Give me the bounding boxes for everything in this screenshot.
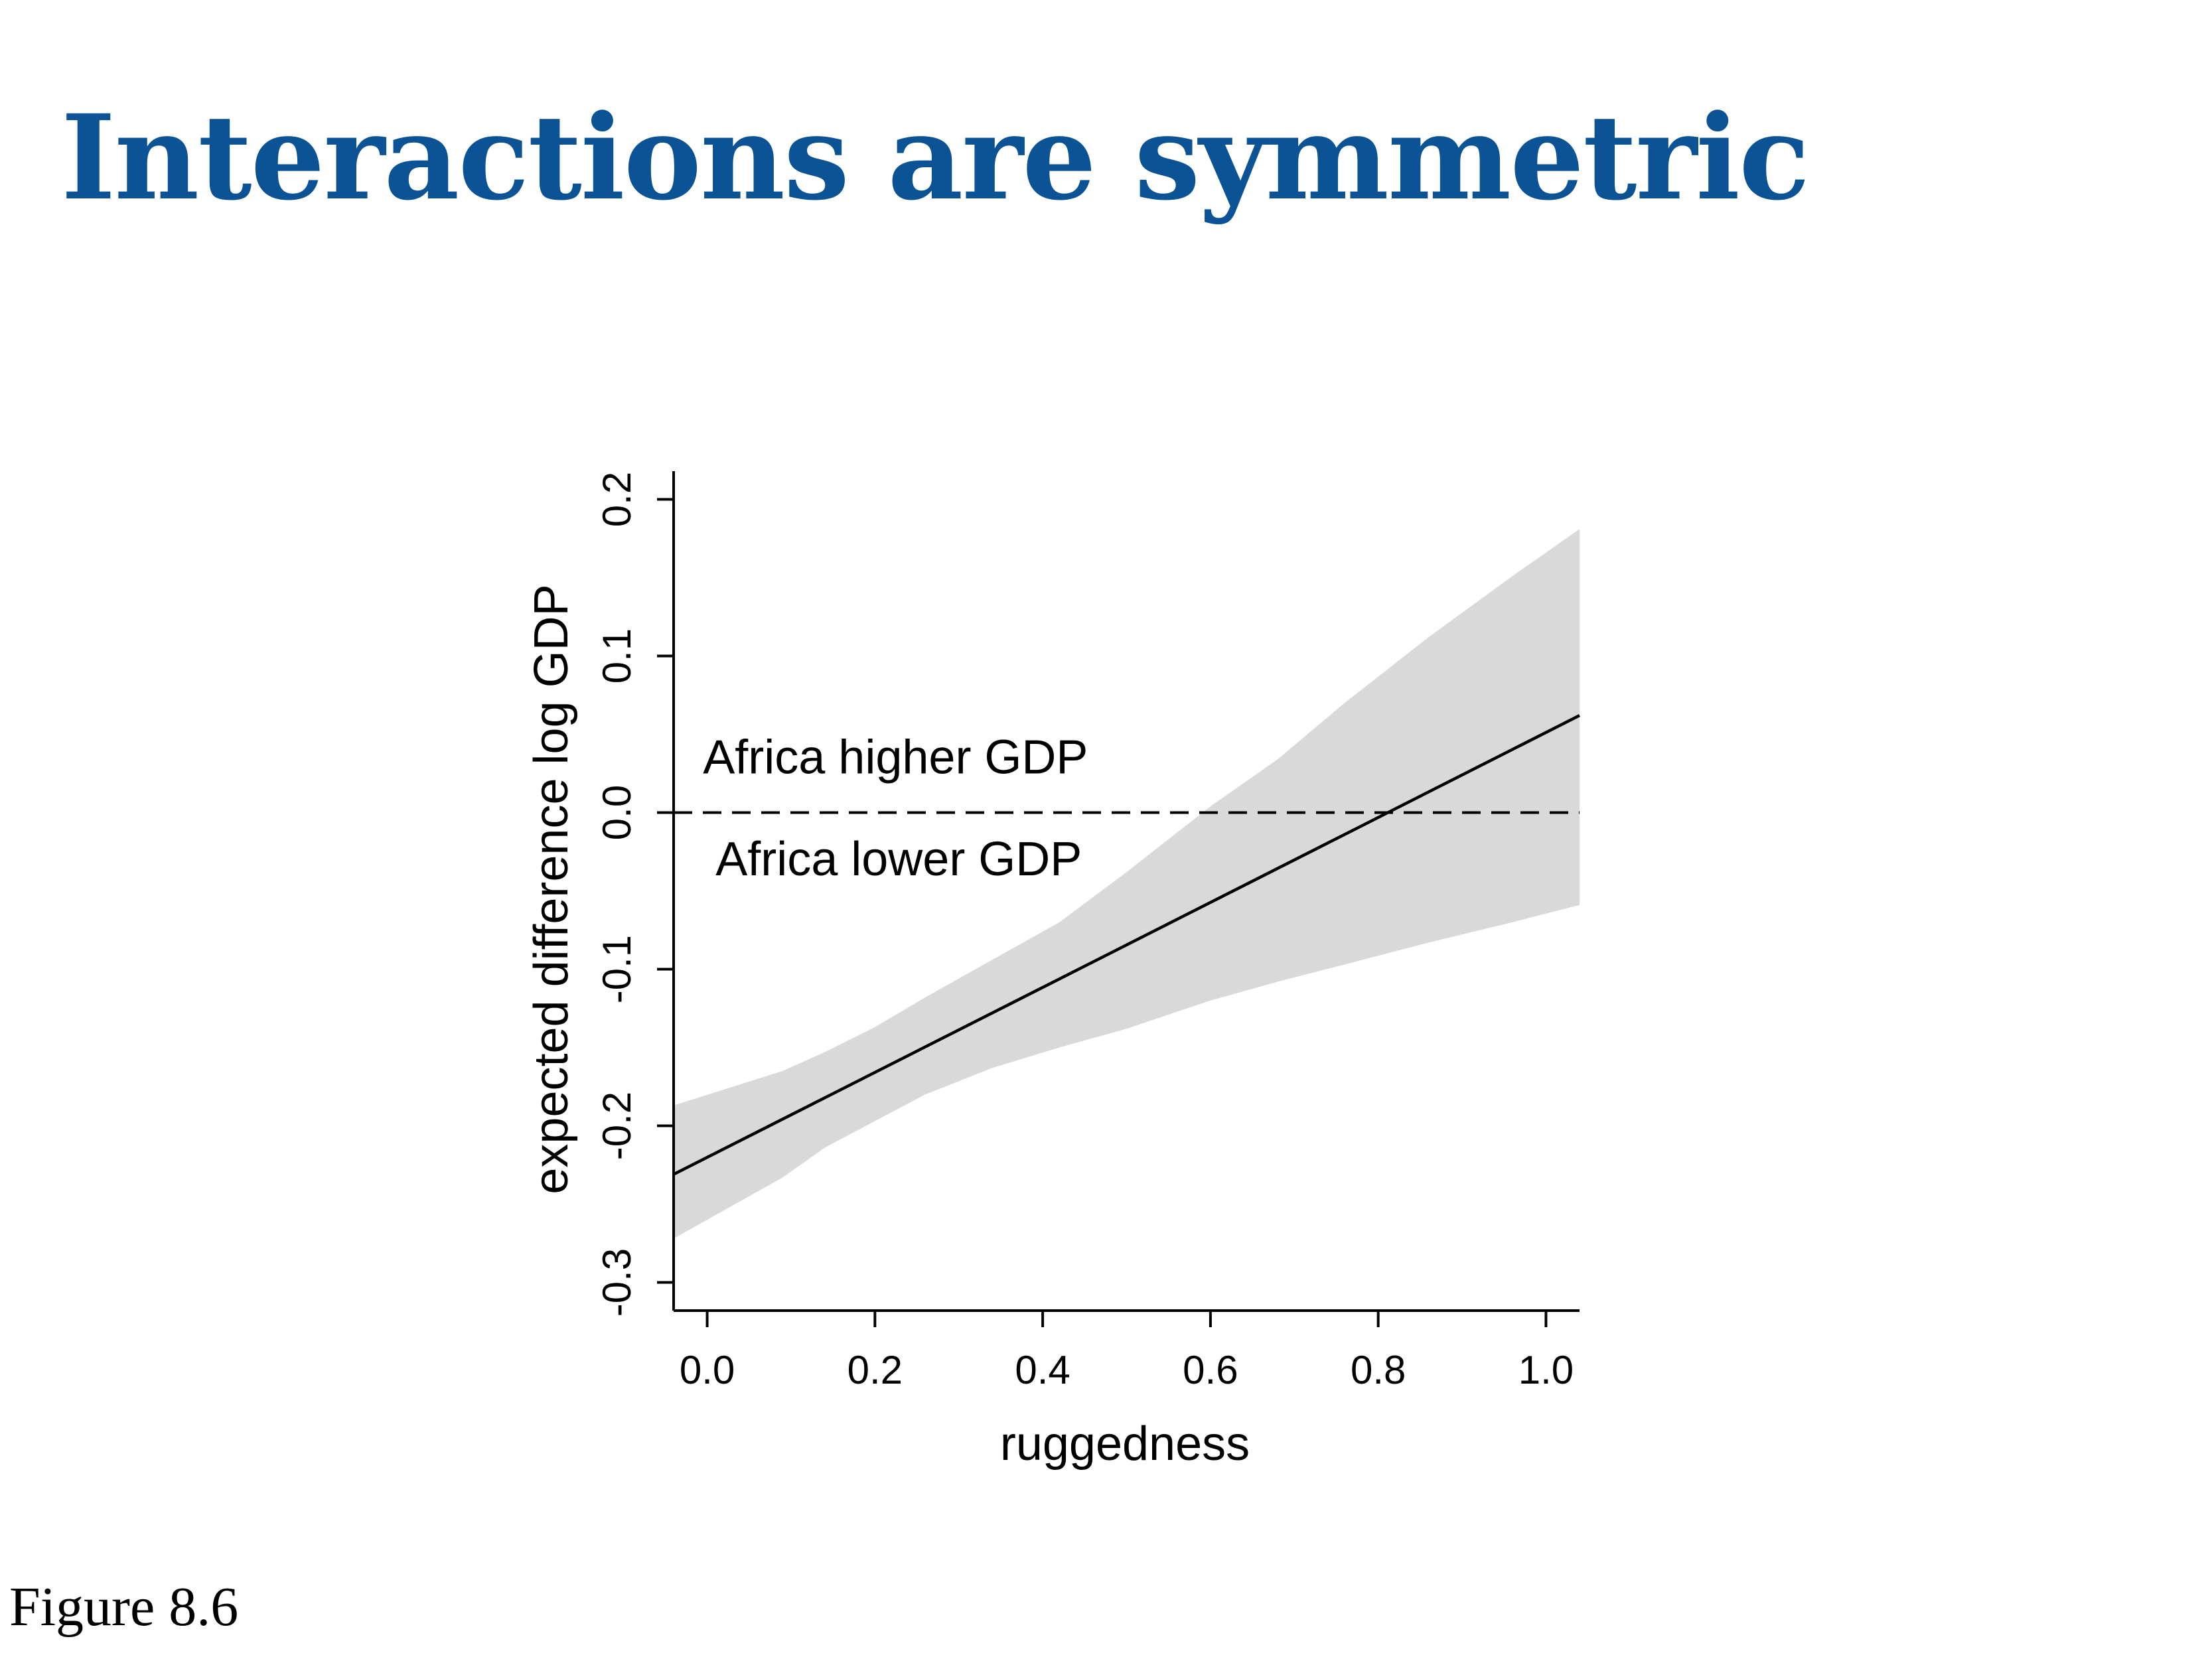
- x-tick-label: 0.2: [848, 1348, 903, 1392]
- y-axis-label: expected difference log GDP: [525, 584, 578, 1194]
- x-tick-label: 0.4: [1015, 1348, 1070, 1392]
- slide-title: Interactions are symmetric: [61, 89, 1810, 226]
- x-tick-label: 0.6: [1183, 1348, 1238, 1392]
- y-tick-label: 0.1: [595, 628, 639, 684]
- annotation-label: Africa higher GDP: [703, 731, 1088, 784]
- x-tick-label: 0.0: [680, 1348, 735, 1392]
- y-tick-label: -0.3: [595, 1248, 639, 1317]
- y-tick-label: 0.0: [595, 785, 639, 840]
- annotation-label: Africa lower GDP: [715, 833, 1082, 886]
- x-axis-label: ruggedness: [1000, 1417, 1250, 1471]
- y-tick-label: -0.1: [595, 935, 639, 1003]
- x-tick-label: 0.8: [1351, 1348, 1406, 1392]
- y-axis: -0.3 -0.2 -0.1 0.0 0.1 0.2: [595, 471, 675, 1317]
- x-axis: 0.0 0.2 0.4 0.6 0.8 1.0: [674, 1309, 1580, 1392]
- annotations: Africa higher GDP Africa lower GDP: [703, 731, 1088, 885]
- x-tick-label: 1.0: [1518, 1348, 1574, 1392]
- expected-difference-line: [672, 714, 1581, 1176]
- y-tick-label: 0.2: [595, 472, 639, 527]
- figure-caption: Figure 8.6: [9, 1576, 239, 1638]
- y-tick-label: -0.2: [595, 1092, 639, 1160]
